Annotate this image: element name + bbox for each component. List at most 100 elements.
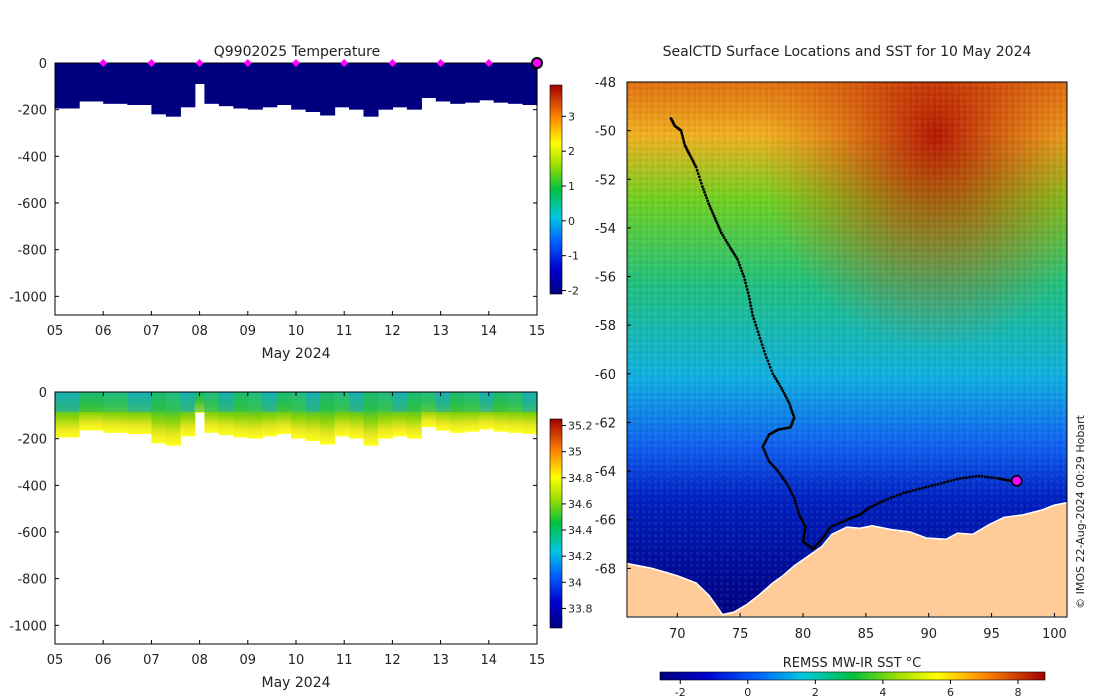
profile-column <box>493 63 509 103</box>
sst-colorbar-tick-label: -2 <box>675 686 686 699</box>
track-point <box>787 486 791 490</box>
surface-layer-cell <box>305 392 321 412</box>
x-tick-label: 07 <box>143 324 160 339</box>
track-point <box>741 272 745 276</box>
x-tick-label: 10 <box>288 324 305 339</box>
map-y-tick-label: -68 <box>595 562 616 577</box>
map-x-tick-label: 90 <box>920 627 937 642</box>
profile-column <box>363 63 379 117</box>
sst-colorbar-tick-label: 6 <box>947 686 954 699</box>
profile-column <box>320 63 336 116</box>
surface-layer-cell <box>233 392 249 412</box>
surface-layer-cell <box>320 392 336 412</box>
map-y-tick-label: -52 <box>595 173 616 188</box>
profile-column <box>127 63 152 105</box>
profile-column <box>103 63 128 104</box>
track-point <box>851 515 855 519</box>
surface-layer-cell <box>79 392 104 412</box>
x-tick-label: 06 <box>95 653 112 668</box>
track-point <box>759 340 763 343</box>
track-point <box>797 510 800 514</box>
track-point <box>794 502 798 505</box>
surface-layer-cell <box>435 392 451 412</box>
track-point <box>774 377 778 381</box>
track-point <box>700 181 703 185</box>
track-point <box>980 475 984 478</box>
track-point <box>793 499 797 503</box>
antarctic-land <box>627 501 1067 617</box>
track-point <box>724 238 728 242</box>
track-point <box>732 252 736 255</box>
track-point <box>757 333 761 337</box>
track-point <box>761 346 765 350</box>
track-point <box>762 447 766 451</box>
track-point <box>763 353 767 356</box>
track-point <box>821 535 825 539</box>
profile-column <box>450 63 466 104</box>
track-point <box>971 475 975 479</box>
map-y-tick-label: -64 <box>595 465 616 480</box>
profile-column <box>305 63 321 112</box>
track-point <box>704 193 707 197</box>
profile-column <box>262 63 278 108</box>
surface-layer-cell <box>479 392 495 412</box>
sst-colorbar-label: REMSS MW-IR SST °C <box>783 656 922 671</box>
track-point <box>696 172 700 176</box>
track-point <box>787 401 791 405</box>
colorbar-tick-label: 3 <box>568 110 575 123</box>
track-point <box>854 515 857 518</box>
track-point <box>823 533 827 537</box>
track-point <box>965 476 968 479</box>
x-tick-label: 05 <box>47 653 64 668</box>
profile-column <box>349 63 365 110</box>
track-point <box>778 384 782 388</box>
top-chart-title: Q9902025 Temperature <box>214 44 381 60</box>
track-point <box>766 435 770 438</box>
track-point <box>698 178 702 182</box>
track-point <box>779 473 783 477</box>
surface-layer-cell <box>165 392 181 412</box>
surface-marker <box>388 59 397 67</box>
track-point <box>801 519 804 523</box>
track-point <box>983 475 987 479</box>
map-y-tick-label: -50 <box>595 125 616 140</box>
track-point <box>701 185 704 189</box>
surface-layer-cell <box>392 392 408 412</box>
track-point <box>745 288 749 291</box>
x-tick-label: 07 <box>143 653 160 668</box>
y-tick-label: -200 <box>17 104 47 119</box>
x-tick-label: 15 <box>529 653 546 668</box>
track-point <box>796 507 799 511</box>
colorbar-tick-label: 34 <box>568 576 582 589</box>
profile-column <box>392 63 408 108</box>
track-point <box>1002 478 1006 481</box>
salinity-xlabel: May 2024 <box>261 675 330 691</box>
track-point <box>745 284 748 288</box>
temperature-xlabel: May 2024 <box>261 346 330 362</box>
track-point <box>826 529 830 533</box>
surface-layer-cell <box>291 392 307 412</box>
track-point <box>729 248 733 251</box>
track-point <box>827 527 831 531</box>
track-point <box>936 482 940 486</box>
track-point <box>782 477 786 481</box>
profile-column <box>377 63 393 110</box>
track-point <box>927 485 931 488</box>
track-point <box>733 254 737 257</box>
track-point <box>681 136 685 140</box>
track-point <box>840 520 843 524</box>
track-point <box>736 258 739 261</box>
track-point <box>977 474 981 478</box>
surface-layer-cell <box>262 392 278 412</box>
surface-marker <box>195 59 204 67</box>
surface-layer-cell <box>522 392 538 412</box>
surface-layer-cell <box>180 392 196 412</box>
track-point <box>680 134 684 137</box>
x-tick-label: 14 <box>481 324 498 339</box>
track-point <box>706 199 710 203</box>
track-point <box>791 494 795 497</box>
track-point <box>939 481 943 485</box>
track-point <box>930 484 934 488</box>
track-point <box>750 307 753 311</box>
x-tick-label: 13 <box>432 324 449 339</box>
